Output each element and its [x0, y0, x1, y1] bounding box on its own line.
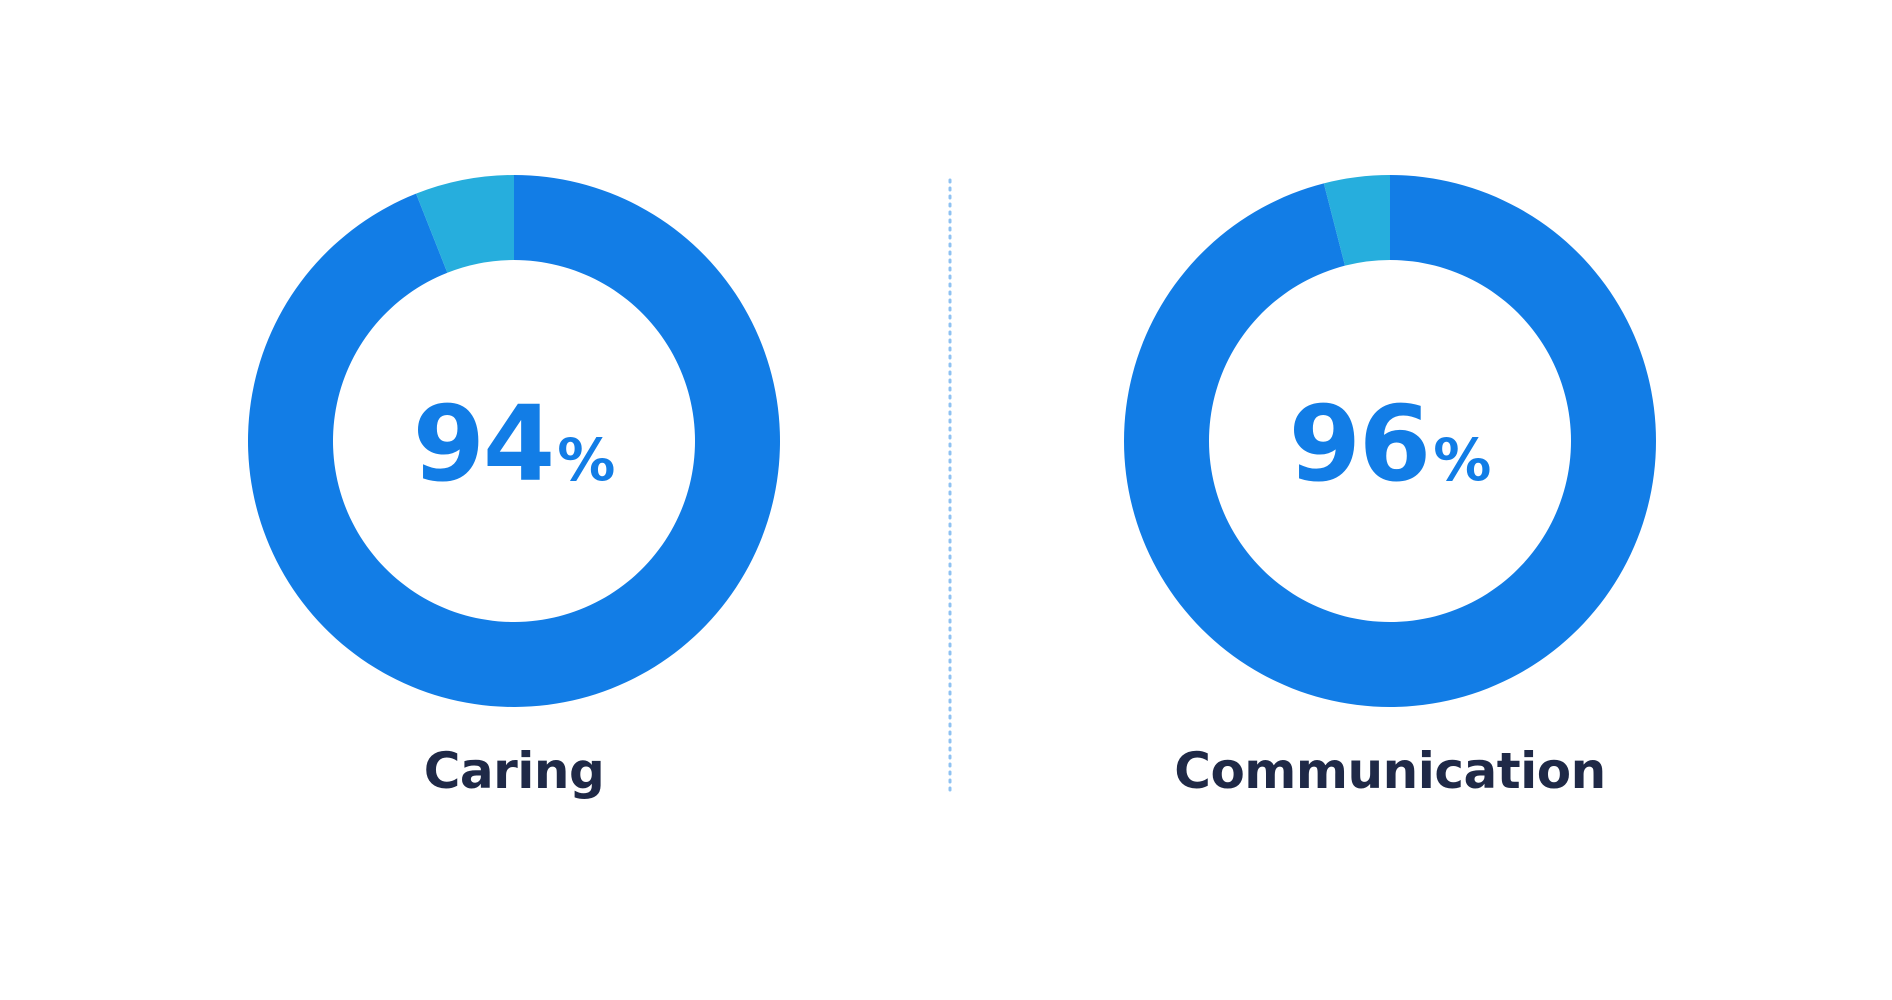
- caring-slice-main: [248, 175, 781, 707]
- communication-value: 96: [1288, 383, 1432, 505]
- caring-percentage-label: 94%: [334, 383, 694, 505]
- caring-slice-remainder: [416, 175, 514, 273]
- communication-caption: Communication: [1174, 742, 1606, 800]
- communication-percentage-label: 96%: [1210, 383, 1570, 505]
- communication-slice-remainder: [1323, 175, 1390, 266]
- communication-slice-main: [1124, 175, 1656, 707]
- caring-percent-sign: %: [557, 426, 616, 494]
- caring-caption: Caring: [423, 742, 605, 800]
- communication-percent-sign: %: [1433, 426, 1492, 494]
- caring-value: 94: [412, 383, 556, 505]
